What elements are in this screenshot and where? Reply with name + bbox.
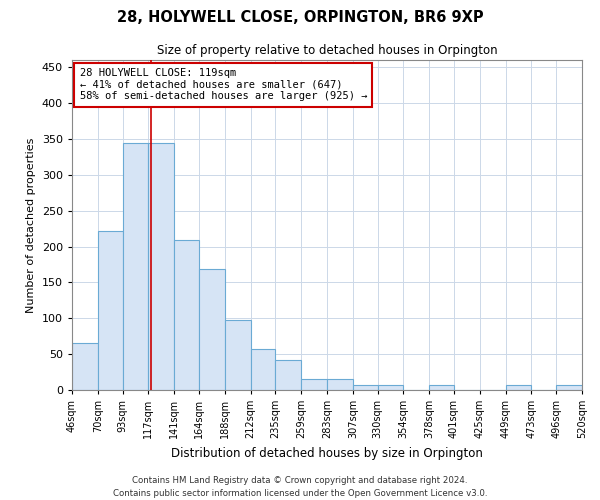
Bar [72,344,98,390]
Bar [377,385,403,390]
Y-axis label: Number of detached properties: Number of detached properties [26,138,36,312]
Title: Size of property relative to detached houses in Orpington: Size of property relative to detached ho… [157,44,497,58]
Bar [556,385,582,390]
Text: 28, HOLYWELL CLOSE, ORPINGTON, BR6 9XP: 28, HOLYWELL CLOSE, ORPINGTON, BR6 9XP [116,10,484,25]
Bar [429,385,454,390]
Bar [251,349,275,390]
Bar [225,320,251,390]
Bar [275,360,301,390]
Bar [506,385,532,390]
Bar [353,385,377,390]
Bar [199,270,225,390]
Bar [148,142,174,390]
X-axis label: Distribution of detached houses by size in Orpington: Distribution of detached houses by size … [171,446,483,460]
Bar [327,378,353,390]
Text: 28 HOLYWELL CLOSE: 119sqm
← 41% of detached houses are smaller (647)
58% of semi: 28 HOLYWELL CLOSE: 119sqm ← 41% of detac… [80,68,367,102]
Bar [122,142,148,390]
Bar [174,240,199,390]
Bar [98,230,122,390]
Bar [301,378,327,390]
Text: Contains HM Land Registry data © Crown copyright and database right 2024.
Contai: Contains HM Land Registry data © Crown c… [113,476,487,498]
